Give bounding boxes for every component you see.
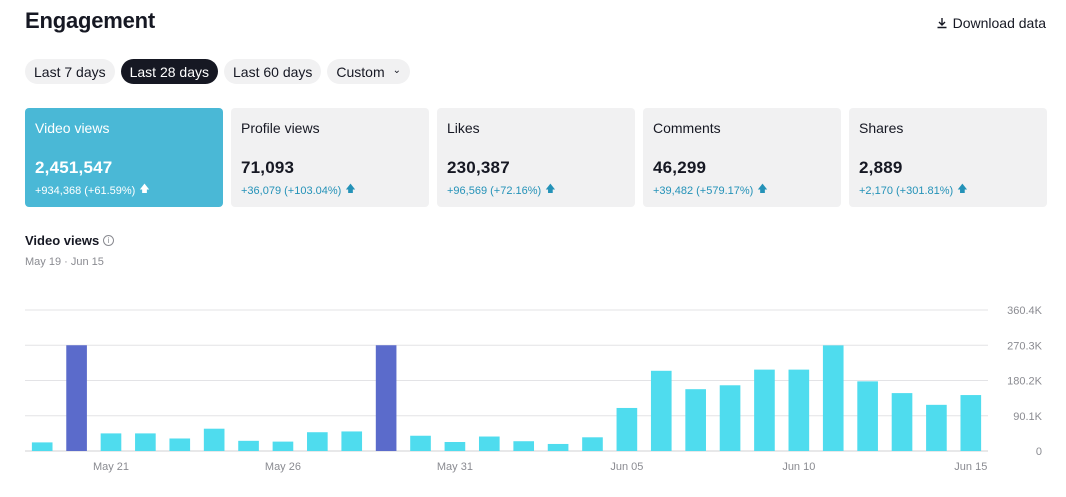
bar-jun-14[interactable] [926,404,947,451]
card-delta: +36,079 (+103.04%) 🡅 [241,182,356,199]
card-value: 2,451,547 [35,158,113,177]
metric-cards: Video views 2,451,547 +934,368 (+61.59%)… [25,108,1047,207]
range-label: Custom [336,63,385,80]
info-icon[interactable]: i [103,235,115,246]
card-value: 71,093 [241,158,295,177]
bar-may-30[interactable] [410,435,431,451]
y-tick-label: 0 [1036,446,1042,458]
bar-jun-07[interactable] [685,389,706,451]
card-profile-views[interactable]: Profile views 71,093 +36,079 (+103.04%) 🡅 [231,108,429,207]
range-custom-dropdown[interactable]: Custom ⌄ [327,59,411,84]
range-label: Last 60 days [233,63,313,80]
bar-jun-11[interactable] [822,345,844,451]
chart-date-range: May 19 · Jun 15 [25,256,104,268]
bar-jun-13[interactable] [891,393,913,451]
range-last-60-days[interactable]: Last 60 days [224,59,322,84]
bar-may-21[interactable] [100,433,122,451]
card-delta: +39,482 (+579.17%) 🡅 [653,182,768,199]
card-label: Comments [653,120,721,136]
bar-may-25[interactable] [238,440,259,451]
card-label: Shares [859,120,904,136]
x-tick-label: Jun 10 [782,461,815,473]
card-value: 230,387 [447,158,510,177]
bar-jun-15[interactable] [960,395,982,451]
bar-jun-12[interactable] [857,381,878,451]
download-icon [937,18,947,29]
download-data-button[interactable]: Download data [936,15,1046,31]
card-value: 2,889 [859,158,903,177]
delta-text: +96,569 (+72.16%) [447,184,542,197]
card-likes[interactable]: Likes 230,387 +96,569 (+72.16%) 🡅 [437,108,635,207]
bar-jun-08[interactable] [719,385,741,451]
bar-may-19[interactable] [31,442,53,451]
bar-jun-05[interactable] [616,407,638,451]
bar-may-24[interactable] [203,428,225,451]
arrow-up-icon: 🡅 [139,184,150,195]
range-last-7-days[interactable]: Last 7 days [25,59,115,84]
card-shares[interactable]: Shares 2,889 +2,170 (+301.81%) 🡅 [849,108,1047,207]
card-comments[interactable]: Comments 46,299 +39,482 (+579.17%) 🡅 [643,108,841,207]
bar-may-22[interactable] [135,433,156,451]
card-label: Likes [447,120,480,136]
bar-may-26[interactable] [272,441,294,451]
range-label: Last 28 days [129,63,209,80]
range-last-28-days[interactable]: Last 28 days [120,59,218,84]
bar-jun-03[interactable] [547,443,569,451]
x-tick-label: May 21 [93,461,129,473]
video-views-bar-chart: 0 90.1K 180.2K 270.3K 360.4K May 21 May 26 May … [25,305,1043,473]
bar-jun-02[interactable] [513,441,535,451]
bar-may-23[interactable] [169,438,191,451]
bar-may-20[interactable] [66,345,87,451]
arrow-up-icon: 🡅 [957,184,968,195]
bar-jun-10[interactable] [788,369,810,451]
arrow-up-icon: 🡅 [545,184,556,195]
bar-may-31[interactable] [444,442,466,451]
chart-title-text: Video views [25,233,100,248]
delta-text: +39,482 (+579.17%) [653,184,754,197]
date-range-selector: Last 7 days Last 28 days Last 60 days Cu… [25,59,411,84]
x-tick-label: Jun 15 [954,461,987,473]
card-value: 46,299 [653,158,707,177]
chart-title: Video views i [25,233,115,248]
range-label: Last 7 days [34,63,106,80]
bar-jun-01[interactable] [478,436,500,451]
x-tick-label: Jun 05 [610,461,643,473]
y-tick-label: 270.3K [1007,340,1043,352]
y-tick-label: 180.2K [1007,376,1043,388]
card-label: Video views [35,120,110,136]
card-video-views[interactable]: Video views 2,451,547 +934,368 (+61.59%)… [25,108,223,207]
bar-may-28[interactable] [341,431,363,451]
y-tick-label: 360.4K [1007,305,1043,317]
card-delta: +96,569 (+72.16%) 🡅 [447,182,555,199]
y-tick-label: 90.1K [1013,411,1042,423]
arrow-up-icon: 🡅 [757,184,768,195]
download-data-label: Download data [952,15,1046,31]
delta-text: +36,079 (+103.04%) [241,184,342,197]
card-delta: +2,170 (+301.81%) 🡅 [859,182,967,199]
bar-jun-04[interactable] [582,437,603,451]
x-tick-label: May 31 [437,461,473,473]
card-delta: +934,368 (+61.59%) 🡅 [35,182,150,199]
bar-may-27[interactable] [307,432,328,451]
delta-text: +2,170 (+301.81%) [859,184,954,197]
chevron-down-icon: ⌄ [392,65,402,76]
delta-text: +934,368 (+61.59%) [35,184,136,197]
arrow-up-icon: 🡅 [345,184,356,195]
x-tick-label: May 26 [265,461,301,473]
bar-jun-06[interactable] [650,370,672,451]
bar-jun-09[interactable] [754,369,775,451]
page-title: Engagement [25,8,156,33]
bar-may-29[interactable] [375,345,397,451]
card-label: Profile views [241,120,320,136]
